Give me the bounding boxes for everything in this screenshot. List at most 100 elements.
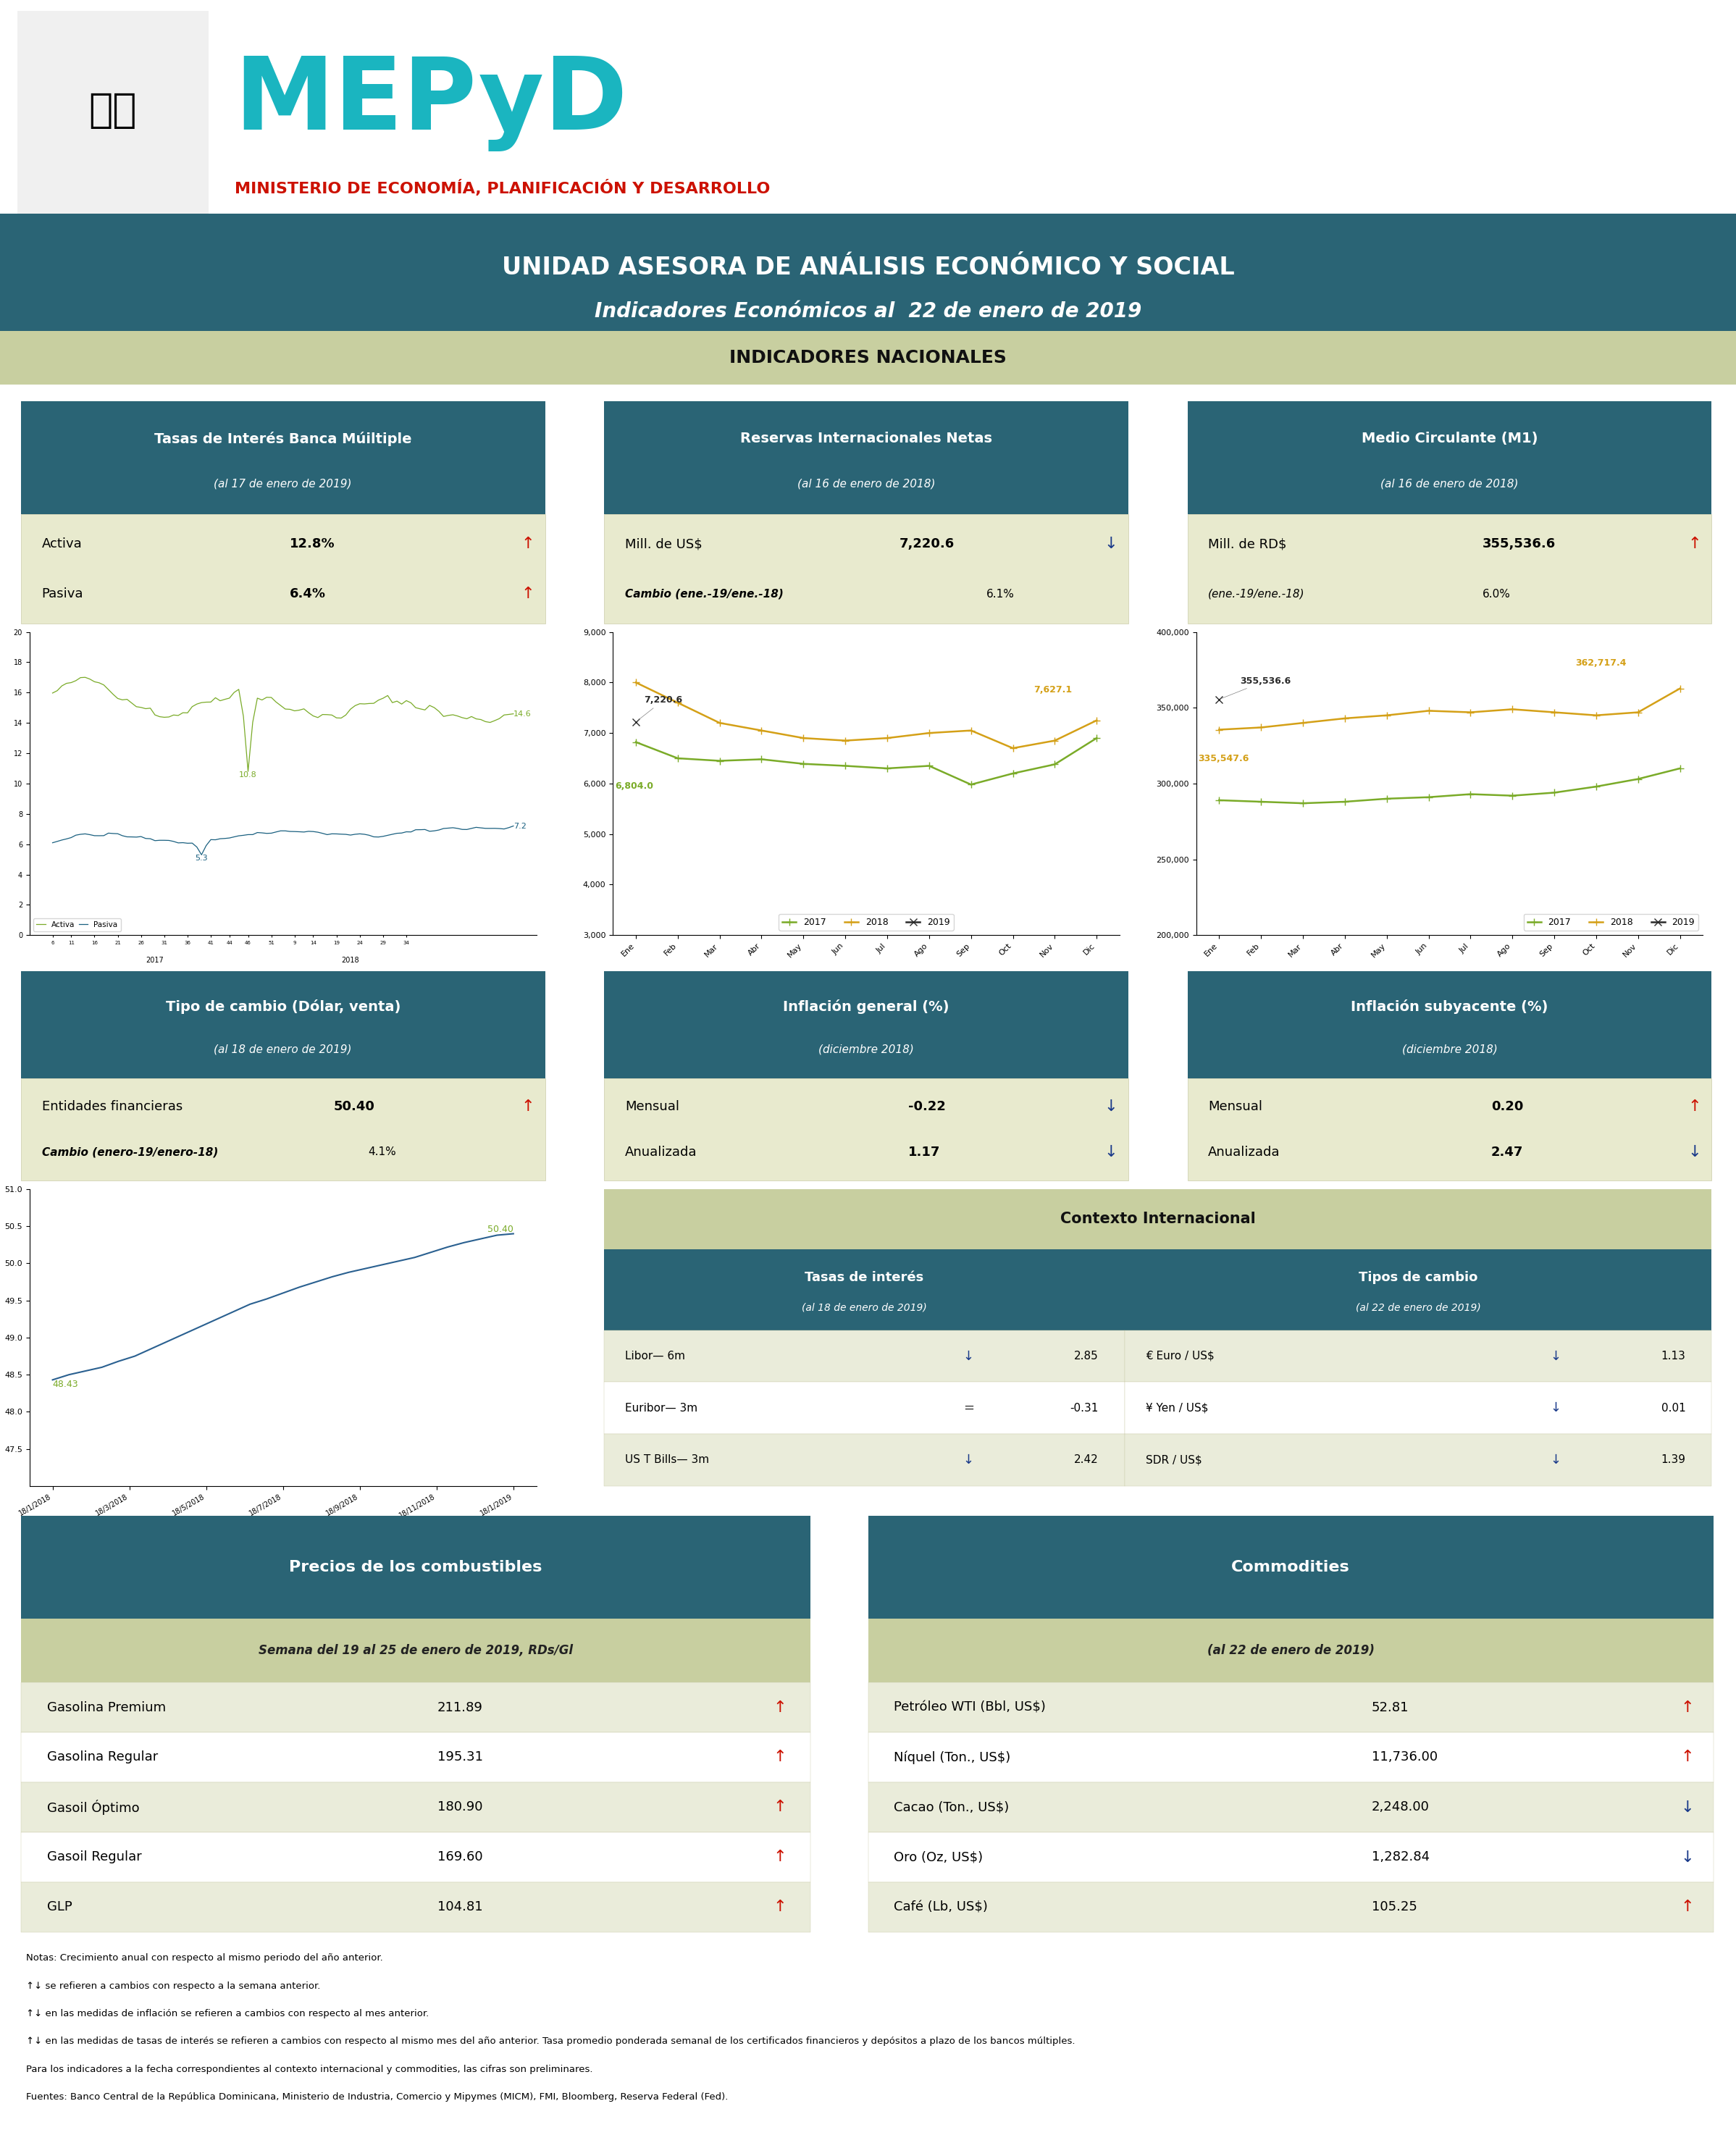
2017 [918,754,939,779]
Pasiva [321,822,342,848]
Text: Mill. de RD$: Mill. de RD$ [1208,538,1286,551]
Text: Medio Circulante (M1): Medio Circulante (M1) [1361,431,1538,446]
2018 [625,670,646,696]
Text: ↓: ↓ [963,1454,974,1467]
2017 [1460,781,1481,807]
2018 [710,711,731,737]
Text: 0.01: 0.01 [1661,1403,1686,1413]
Text: Anualizada: Anualizada [1208,1146,1281,1159]
Text: 2,248.00: 2,248.00 [1371,1800,1429,1815]
Legend: 2017, 2018, 2019: 2017, 2018, 2019 [779,914,953,931]
2017 [1250,790,1271,816]
2017 [1208,788,1229,813]
2017 [877,756,898,781]
Activa [75,664,95,690]
Text: Mensual: Mensual [1208,1100,1262,1112]
Activa [238,758,259,784]
Text: Libor— 6m: Libor— 6m [625,1351,686,1362]
2017 [1543,779,1564,805]
Text: 5.3: 5.3 [194,854,208,863]
Text: 105.25: 105.25 [1371,1900,1417,1913]
2018 [1293,711,1314,737]
Text: 7.2: 7.2 [514,822,526,831]
Text: UNIDAD ASESORA DE ANÁLISIS ECONÓMICO Y SOCIAL: UNIDAD ASESORA DE ANÁLISIS ECONÓMICO Y S… [502,256,1234,280]
2017 [1335,790,1356,816]
Text: ↑: ↑ [773,1699,786,1714]
Text: SDR / US$: SDR / US$ [1146,1454,1201,1465]
2017 [1293,790,1314,816]
Text: Níquel (Ton., US$): Níquel (Ton., US$) [894,1751,1010,1764]
2018 [960,717,981,743]
Text: € Euro / US$: € Euro / US$ [1146,1351,1213,1362]
Text: (al 18 de enero de 2019): (al 18 de enero de 2019) [214,1044,352,1055]
Text: Inflación subyacente (%): Inflación subyacente (%) [1351,999,1549,1014]
Text: 12.8%: 12.8% [290,538,335,551]
Text: Activa: Activa [42,538,82,551]
Text: (al 22 de enero de 2019): (al 22 de enero de 2019) [1207,1644,1375,1657]
2018 [1087,707,1108,732]
2018 [1045,728,1066,754]
2018 [667,690,687,715]
Activa [503,700,524,726]
2018 [1585,702,1606,728]
Text: 6.1%: 6.1% [986,589,1014,600]
2017 [1045,752,1066,777]
Text: Gasolina Regular: Gasolina Regular [47,1751,158,1764]
2017 [960,771,981,796]
Text: 🇩🇴: 🇩🇴 [89,92,137,130]
2018 [1377,702,1397,728]
2017 [1628,766,1649,792]
Text: Gasoil Óptimo: Gasoil Óptimo [47,1800,139,1815]
2018 [1502,696,1522,722]
Text: 14.6: 14.6 [514,711,531,717]
Text: 195.31: 195.31 [437,1751,483,1764]
Text: 362,717.4: 362,717.4 [1575,658,1627,668]
Text: Mill. de US$: Mill. de US$ [625,538,703,551]
Activa [490,707,510,732]
Text: 6,804.0: 6,804.0 [615,781,653,790]
Text: 1,282.84: 1,282.84 [1371,1851,1429,1864]
Text: ↑: ↑ [1687,1100,1701,1114]
Text: ↑: ↑ [521,587,535,602]
Activa [288,698,309,724]
Text: INDICADORES NACIONALES: INDICADORES NACIONALES [729,348,1007,367]
Text: 7,220.6: 7,220.6 [899,538,955,551]
2017 [1502,784,1522,809]
Pasiva [470,816,491,841]
Text: ↑: ↑ [1680,1751,1694,1764]
Text: 50.40: 50.40 [333,1100,375,1112]
Text: Tipos de cambio: Tipos de cambio [1359,1270,1477,1283]
Text: Tasas de Interés Banca Múiltiple: Tasas de Interés Banca Múiltiple [155,431,411,446]
Text: Pasiva: Pasiva [42,587,83,600]
Text: ↑: ↑ [773,1900,786,1915]
Text: 0.20: 0.20 [1491,1100,1524,1112]
Text: ↑: ↑ [521,1100,535,1114]
Text: Mensual: Mensual [625,1100,679,1112]
Text: ↑↓ en las medidas de inflación se refieren a cambios con respecto al mes anterio: ↑↓ en las medidas de inflación se refier… [26,2009,429,2018]
Text: 2017: 2017 [146,956,163,963]
Text: 2.42: 2.42 [1075,1454,1099,1465]
Text: Gasoil Regular: Gasoil Regular [47,1851,142,1864]
Text: ↓: ↓ [1550,1401,1561,1416]
Text: 180.90: 180.90 [437,1800,483,1815]
Text: Gasolina Premium: Gasolina Premium [47,1702,165,1714]
Text: 2.85: 2.85 [1075,1351,1099,1362]
Text: (diciembre 2018): (diciembre 2018) [1401,1044,1498,1055]
Line: 2018: 2018 [632,679,1101,752]
Pasiva [484,816,505,841]
Activa [155,705,175,730]
Line: 2018: 2018 [1215,685,1684,732]
2018 [1628,700,1649,726]
Text: ↓: ↓ [1104,1100,1118,1114]
Text: Oro (Oz, US$): Oro (Oz, US$) [894,1851,983,1864]
Text: ↑: ↑ [1680,1699,1694,1714]
Text: Petróleo WTI (Bbl, US$): Petróleo WTI (Bbl, US$) [894,1702,1047,1714]
Text: 104.81: 104.81 [437,1900,483,1913]
Text: Reservas Internacionales Netas: Reservas Internacionales Netas [740,431,993,446]
Line: 2017: 2017 [1215,764,1684,807]
2017 [710,747,731,773]
2017 [1670,756,1691,781]
Text: 7,627.1: 7,627.1 [1035,685,1073,694]
Text: ↓: ↓ [1550,1349,1561,1362]
Text: -0.22: -0.22 [908,1100,946,1112]
